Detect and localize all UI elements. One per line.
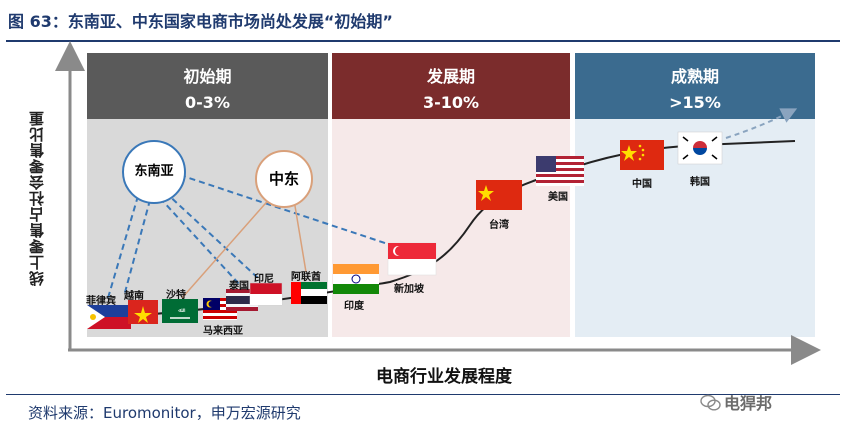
country-label: 沙特	[166, 290, 186, 301]
stage-name: 初始期	[183, 67, 232, 86]
stage-range: 3-10%	[422, 93, 480, 112]
korea-flag	[677, 131, 723, 165]
wechat-icon	[700, 394, 721, 411]
svg-text:ﷲ: ﷲ	[178, 307, 185, 314]
usa-flag	[536, 156, 584, 186]
china-flag	[620, 140, 664, 170]
x-axis-label: 电商行业发展程度	[376, 367, 512, 387]
vietnam-flag	[128, 300, 158, 324]
singapore-flag	[387, 242, 437, 276]
country-label: 新加坡	[394, 284, 424, 295]
stage-range: >15%	[669, 93, 721, 112]
sea-links	[107, 174, 407, 299]
country-label: 马来西亚	[203, 326, 243, 337]
watermark: 电猂邦	[724, 394, 773, 413]
country-label: 泰国	[229, 281, 249, 292]
country-label: 菲律宾	[86, 296, 116, 307]
stage-name: 发展期	[426, 67, 475, 86]
country-label: 阿联酋	[291, 272, 321, 283]
philippines-flag	[87, 305, 131, 329]
stage-header-initial: 初始期 0-3%	[87, 53, 328, 119]
saudi-flag: ﷲ	[162, 299, 198, 323]
stage-header-growth: 发展期 3-10%	[332, 53, 570, 119]
country-label: 台湾	[489, 220, 509, 231]
country-label: 中国	[632, 179, 652, 190]
y-axis-label: 线上零售占社会零售比重	[28, 110, 46, 286]
stage-name: 成熟期	[670, 67, 719, 86]
country-label: 美国	[548, 192, 568, 203]
source-note: 资料来源：Euromonitor，申万宏源研究	[28, 404, 301, 422]
me-links	[181, 195, 307, 299]
taiwan-flag	[476, 180, 522, 210]
title-rule	[6, 40, 840, 42]
southeast-asia-bubble: 东南亚	[122, 140, 186, 204]
southeast-asia-label: 东南亚	[134, 164, 174, 179]
uae-flag	[291, 282, 327, 304]
country-label: 韩国	[690, 177, 710, 188]
future-trend-arrow	[725, 108, 798, 139]
country-label: 印尼	[254, 274, 274, 285]
country-label: 印度	[344, 301, 364, 312]
country-label: 越南	[124, 291, 144, 302]
stage-body-growth	[332, 119, 570, 337]
indonesia-flag	[249, 282, 283, 306]
figure-title: 图 63：东南亚、中东国家电商市场尚处发展“初始期”	[8, 12, 393, 31]
stage-header-mature: 成熟期 >15%	[575, 53, 815, 119]
india-flag	[333, 264, 379, 294]
middle-east-bubble: 中东	[255, 150, 313, 208]
middle-east-label: 中东	[268, 170, 299, 188]
stage-range: 0-3%	[185, 93, 230, 112]
source-rule	[6, 394, 840, 395]
